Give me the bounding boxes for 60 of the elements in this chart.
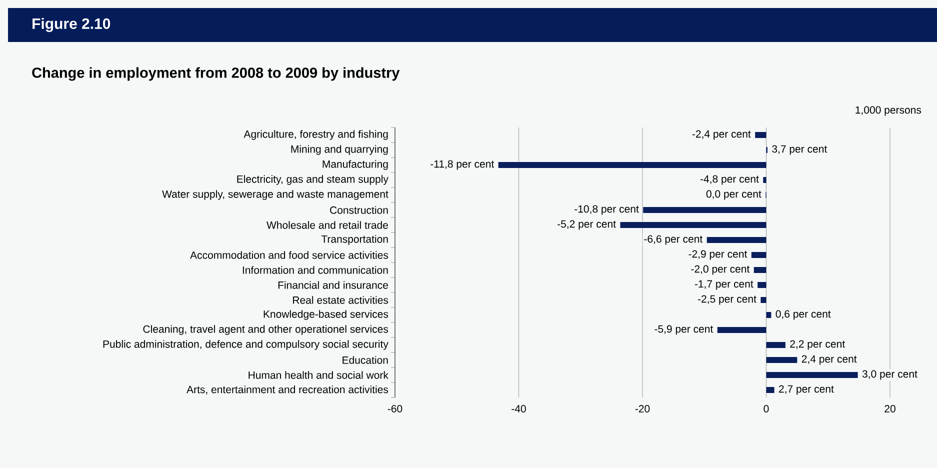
y-tick-label: Arts, entertainment and recreation activities [186, 386, 388, 394]
annotation: 0,6 per cent [776, 310, 831, 320]
y-tick-label: Education [342, 356, 388, 364]
bar [766, 342, 786, 348]
annotation: -1,7 per cent [694, 280, 754, 290]
annotation: 3,0 per cent [862, 370, 918, 380]
y-tick-label: Cleaning, travel agent and other operationel services [143, 325, 388, 335]
x-tick-label: 20 [884, 405, 896, 412]
bar [751, 252, 766, 258]
y-tick-label: Human health and social work [248, 371, 388, 379]
y-tick-label: Water supply, sewerage and waste management [162, 190, 388, 200]
bar [498, 162, 766, 168]
y-tick-label: Knowledge-based services [264, 310, 388, 320]
bar [754, 266, 766, 273]
annotation: 2,2 per cent [790, 340, 845, 350]
bar [760, 296, 766, 303]
text: Change in employment from 2008 to 2009 by industry [32, 67, 400, 81]
y-tick-label: Accommodation and food service activities [190, 251, 388, 259]
y-tick-label: Transportation [321, 235, 388, 245]
annotation: -2,0 per cent [691, 265, 750, 275]
bar [717, 326, 766, 333]
y-tick-label: Wholesale and retail trade [266, 221, 388, 229]
annotation: -5,9 per cent [654, 325, 714, 335]
bar [766, 386, 774, 393]
y-tick-label: Information and communication [242, 266, 388, 274]
annotation: 0,0 per cent [706, 190, 762, 200]
annotation: -5,2 per cent [558, 220, 616, 230]
text: 1,000 persons [856, 106, 922, 116]
annotation: -2,5 per cent [698, 295, 756, 305]
y-tick-label: Mining and quarrying [291, 145, 388, 155]
x-tick-label: -60 [388, 405, 402, 412]
bar [766, 356, 798, 363]
y-tick-label: Financial and insurance [278, 281, 388, 289]
text: Figure 2.10 [32, 18, 110, 32]
x-tick-label: -40 [512, 405, 526, 412]
y-tick-label: Construction [330, 206, 388, 214]
y-tick-label: Real estate activities [293, 296, 388, 304]
annotation: 3,7 per cent [772, 145, 828, 155]
bar [763, 176, 766, 183]
annotation: 2,7 per cent [779, 385, 834, 395]
bar [755, 132, 766, 138]
bar [706, 236, 766, 243]
annotation: -6,6 per cent [644, 235, 703, 245]
annotation: -2,9 per cent [688, 250, 748, 260]
bar [766, 312, 772, 318]
bar [758, 282, 766, 288]
bar [643, 206, 766, 213]
bar [620, 222, 766, 228]
y-tick-label: Manufacturing [322, 160, 388, 170]
x-tick-label: 0 [764, 405, 769, 412]
annotation: -11,8 per cent [430, 160, 494, 170]
annotation: -10,8 per cent [574, 205, 639, 215]
y-tick-label: Electricity, gas and steam supply [237, 175, 388, 185]
annotation: -4,8 per cent [700, 175, 759, 185]
annotation: -2,4 per cent [692, 130, 751, 140]
bar [766, 372, 858, 378]
y-tick-label: Agriculture, forestry and fishing [244, 130, 388, 140]
annotation: 2,4 per cent [802, 355, 857, 365]
y-tick-label: Public administration, defence and compulsory social security [103, 340, 388, 350]
x-tick-label: -20 [635, 405, 650, 412]
